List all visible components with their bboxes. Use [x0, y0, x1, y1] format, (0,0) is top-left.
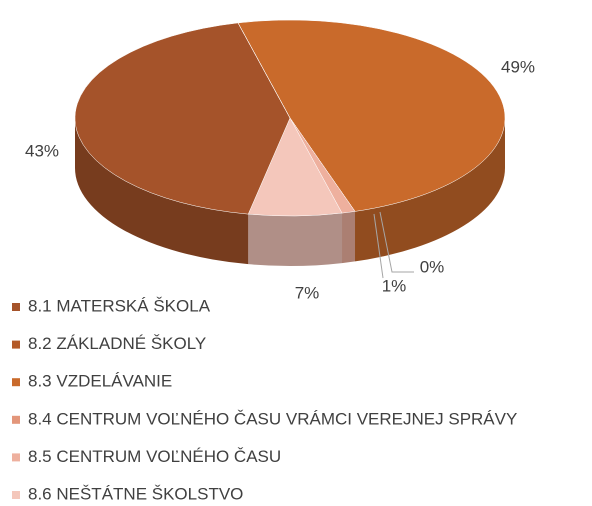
legend-label: 8.3 VZDELÁVANIE	[28, 372, 172, 391]
slice-side	[248, 213, 343, 266]
legend-swatch	[12, 415, 20, 424]
slice-side	[75, 118, 249, 265]
legend-swatch	[12, 491, 20, 499]
slice	[237, 22, 291, 119]
leader-line	[373, 213, 384, 279]
legend-label: 8.5 CENTRUM VOĽNÉHO ČASU	[28, 447, 281, 466]
data-label: 49%	[501, 57, 535, 76]
legend-label: 8.6 NEŠTÁTNE ŠKOLSTVO	[28, 484, 243, 503]
leader-line	[379, 211, 414, 273]
legend-swatch	[12, 303, 20, 311]
data-label: 1%	[382, 276, 407, 295]
slice	[74, 22, 291, 215]
slice-side	[355, 118, 506, 262]
legend-swatch	[12, 453, 20, 462]
legend-swatch	[12, 378, 20, 387]
data-label: 7%	[295, 283, 320, 302]
slice-side	[342, 211, 356, 264]
legend-label: 8.2 ZÁKLADNÉ ŠKOLY	[28, 334, 206, 353]
legend-label: 8.4 CENTRUM VOĽNÉHO ČASU VRÁMCI VEREJNEJ…	[28, 409, 517, 428]
data-label: 43%	[25, 141, 59, 160]
data-label: 0%	[420, 257, 445, 276]
slice	[237, 19, 506, 212]
legend-swatch	[12, 340, 20, 349]
legend-label: 8.1 MATERSKÁ ŠKOLA	[28, 296, 211, 315]
